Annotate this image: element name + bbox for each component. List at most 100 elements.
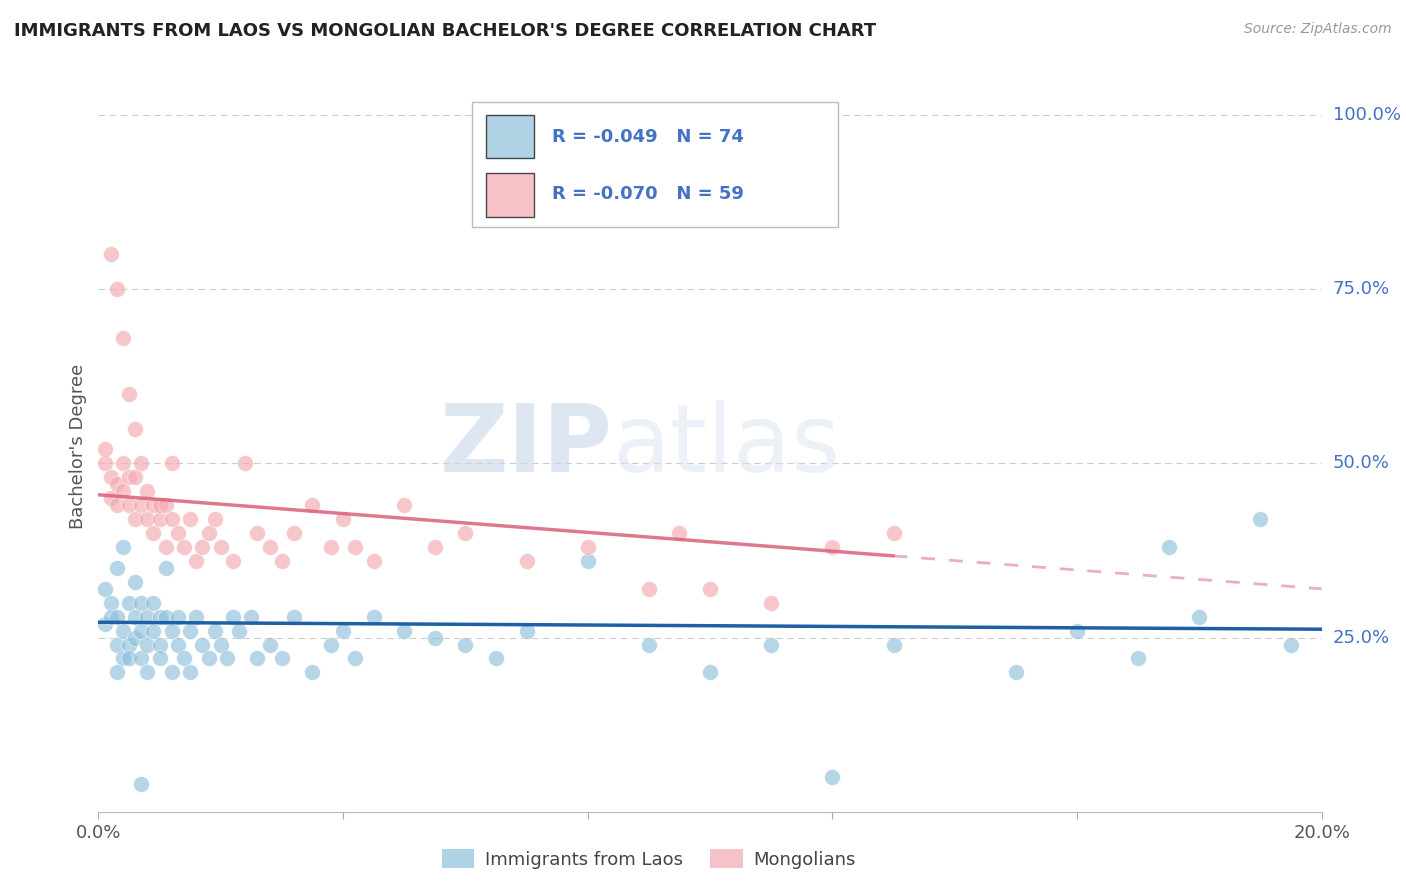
Point [124,609,146,624]
Point [118,470,141,484]
Point [222,554,245,568]
Point [105,609,128,624]
Point [142,526,165,541]
Point [516,624,538,638]
Point [142,624,165,638]
Point [167,526,190,541]
Point [699,665,721,680]
Point [100,247,122,261]
Point [173,651,195,665]
Point [155,609,177,624]
Point [93,616,115,631]
Point [209,638,232,652]
Point [516,554,538,568]
Point [167,609,190,624]
Point [821,770,844,784]
Point [332,512,354,526]
Point [423,540,446,554]
Text: 100.0%: 100.0% [1333,106,1400,124]
Point [1249,512,1271,526]
Text: Source: ZipAtlas.com: Source: ZipAtlas.com [1244,22,1392,37]
Point [129,777,152,791]
Point [759,596,782,610]
Point [124,512,146,526]
Point [1066,624,1088,638]
Point [240,609,263,624]
Point [118,596,141,610]
Point [118,651,141,665]
Point [883,638,905,652]
Point [883,526,905,541]
Point [759,638,782,652]
Point [111,651,134,665]
Text: 50.0%: 50.0% [1333,454,1389,473]
Point [204,624,226,638]
Text: 25.0%: 25.0% [1333,629,1391,647]
Point [454,638,477,652]
Point [222,609,245,624]
Point [149,512,172,526]
Point [270,554,292,568]
Point [100,491,122,506]
Point [160,665,183,680]
Point [1188,609,1211,624]
Point [160,457,183,471]
Point [124,421,146,435]
Point [485,651,508,665]
Point [319,638,342,652]
Text: IMMIGRANTS FROM LAOS VS MONGOLIAN BACHELOR'S DEGREE CORRELATION CHART: IMMIGRANTS FROM LAOS VS MONGOLIAN BACHEL… [14,22,876,40]
Point [100,470,122,484]
Point [160,512,183,526]
Point [124,574,146,589]
Point [344,651,367,665]
Point [332,624,354,638]
Point [111,540,134,554]
Text: 75.0%: 75.0% [1333,280,1391,298]
Point [111,331,134,345]
Point [246,526,269,541]
Point [283,609,305,624]
Point [197,526,219,541]
Point [344,540,367,554]
Point [1004,665,1026,680]
Point [179,512,201,526]
Point [129,624,152,638]
Point [136,609,159,624]
Point [270,651,292,665]
Point [259,638,281,652]
Point [423,631,446,645]
Point [124,470,146,484]
Point [111,624,134,638]
Point [191,540,214,554]
Point [179,665,201,680]
Point [259,540,281,554]
Legend: Immigrants from Laos, Mongolians: Immigrants from Laos, Mongolians [434,842,863,876]
Point [215,651,238,665]
Point [124,631,146,645]
Point [821,540,844,554]
Point [173,540,195,554]
Point [105,477,128,491]
Point [160,624,183,638]
Point [149,638,172,652]
Point [699,582,721,596]
Point [100,596,122,610]
Point [363,609,385,624]
Point [129,596,152,610]
Point [167,638,190,652]
Point [129,457,152,471]
Point [363,554,385,568]
Point [93,457,115,471]
Point [155,498,177,512]
Point [105,561,128,575]
Point [454,526,477,541]
Point [392,624,416,638]
Point [1128,651,1150,665]
Point [118,498,141,512]
Point [204,512,226,526]
Point [93,442,115,457]
Point [136,638,159,652]
Point [179,624,201,638]
Point [155,540,177,554]
Point [105,638,128,652]
